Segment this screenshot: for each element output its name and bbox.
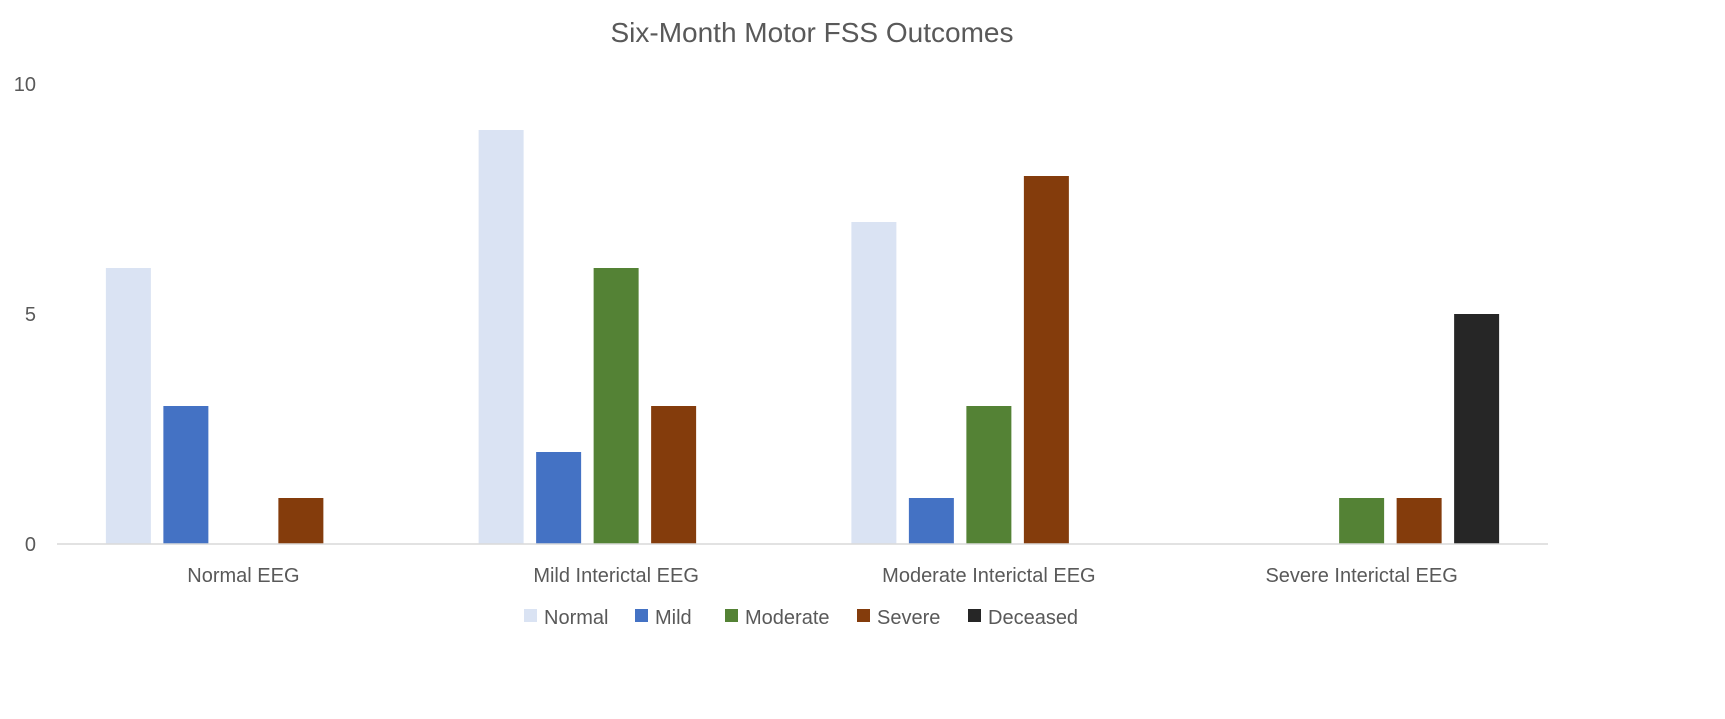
legend-swatch [968,609,981,622]
bar-moderate-3 [1339,498,1385,544]
bar-deceased-3 [1454,314,1500,544]
x-tick-label: Normal EEG [187,565,299,587]
legend-label: Mild [655,607,692,629]
legend-swatch [524,609,537,622]
bar-severe-1 [651,406,697,544]
bar-moderate-1 [593,268,639,544]
legend-item-mild: Mild [635,607,692,629]
bar-mild-1 [536,452,582,544]
x-tick-label: Mild Interictal EEG [533,565,699,587]
bar-severe-2 [1023,176,1069,544]
legend-swatch [635,609,648,622]
x-tick-label: Severe Interictal EEG [1265,565,1457,587]
legend-label: Severe [877,607,940,629]
bar-severe-3 [1396,498,1442,544]
bar-normal-1 [478,130,524,544]
legend-label: Moderate [745,607,830,629]
bar-severe-0 [278,498,324,544]
bar-normal-0 [105,268,151,544]
legend-swatch [857,609,870,622]
chart-title: Six-Month Motor FSS Outcomes [610,17,1013,48]
legend-item-deceased: Deceased [968,607,1078,629]
y-tick-label: 0 [25,534,36,556]
legend-label: Deceased [988,607,1078,629]
bar-mild-0 [163,406,209,544]
y-tick-label: 10 [14,74,36,96]
y-tick-label: 5 [25,304,36,326]
bar-normal-2 [851,222,897,544]
legend-item-moderate: Moderate [725,607,830,629]
x-tick-label: Moderate Interictal EEG [882,565,1095,587]
bar-moderate-2 [966,406,1012,544]
legend-item-severe: Severe [857,607,940,629]
bar-mild-2 [908,498,954,544]
legend-label: Normal [544,607,608,629]
legend-item-normal: Normal [524,607,608,629]
legend-swatch [725,609,738,622]
